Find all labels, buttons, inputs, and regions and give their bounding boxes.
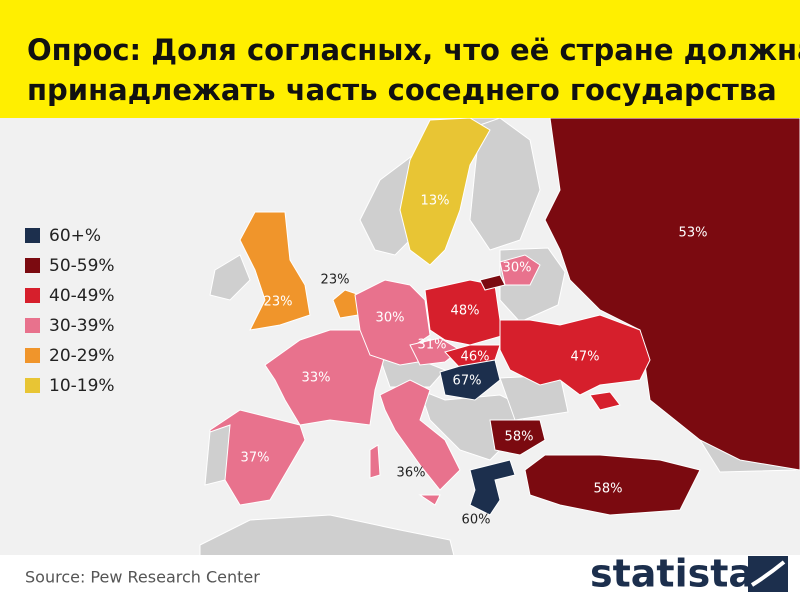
- legend-label: 10-19%: [49, 376, 115, 396]
- legend-swatch: [25, 348, 40, 363]
- region-label: 67%: [453, 374, 482, 389]
- country: [239, 211, 311, 331]
- country: [489, 419, 546, 456]
- crimea: [589, 391, 621, 411]
- header-band: [0, 0, 800, 118]
- region-label: 37%: [241, 451, 270, 466]
- kaliningrad: [479, 274, 506, 291]
- legend-label: 50-59%: [49, 256, 115, 276]
- region-label: 23%: [321, 273, 350, 288]
- region-label: 48%: [451, 304, 480, 319]
- legend-label: 60+%: [49, 226, 101, 246]
- region-label: 47%: [571, 350, 600, 365]
- legend-label: 40-49%: [49, 286, 115, 306]
- country: [524, 454, 701, 516]
- country: [444, 344, 501, 369]
- legend-swatch: [25, 288, 40, 303]
- legend-swatch: [25, 378, 40, 393]
- country: [469, 459, 516, 516]
- legend-swatch: [25, 228, 40, 243]
- title-line: Опрос: Доля согласных, что её стране дол…: [27, 33, 800, 67]
- region-label: 30%: [503, 261, 532, 276]
- region-label: 58%: [505, 430, 534, 445]
- region-label: 46%: [461, 350, 490, 365]
- country: [264, 329, 386, 426]
- region-label: 36%: [397, 466, 426, 481]
- legend-swatch: [25, 258, 40, 273]
- region-label: 58%: [594, 482, 623, 497]
- legend-label: 20-29%: [49, 346, 115, 366]
- portugal: [204, 424, 231, 486]
- region-label: 33%: [302, 371, 331, 386]
- country: [439, 359, 501, 401]
- region-label: 13%: [421, 194, 450, 209]
- region-label: 31%: [418, 338, 447, 353]
- region-labels: 53% 13% 23% 23% 33% 37% 30% 31% 48% 30% …: [241, 194, 708, 528]
- legend-label: 30-39%: [49, 316, 115, 336]
- region-label: 23%: [264, 295, 293, 310]
- region-label: 30%: [376, 311, 405, 326]
- countries: [204, 117, 800, 516]
- country: [418, 494, 441, 506]
- logo: statista: [590, 552, 754, 596]
- footer-band: [0, 555, 800, 595]
- country: [369, 444, 381, 479]
- country: [399, 117, 491, 266]
- logo-icon-mark: [750, 560, 786, 587]
- legend: 60+% 50-59% 40-49% 30-39% 20-29% 10-19%: [25, 226, 115, 396]
- region-label: 60%: [462, 513, 491, 528]
- country: [379, 379, 461, 491]
- country: [499, 254, 541, 286]
- country: [499, 314, 651, 396]
- title-line: принадлежать часть соседнего государства: [27, 73, 777, 107]
- legend-swatch: [25, 318, 40, 333]
- region-label: 53%: [679, 226, 708, 241]
- source: Source: Pew Research Center: [25, 568, 260, 587]
